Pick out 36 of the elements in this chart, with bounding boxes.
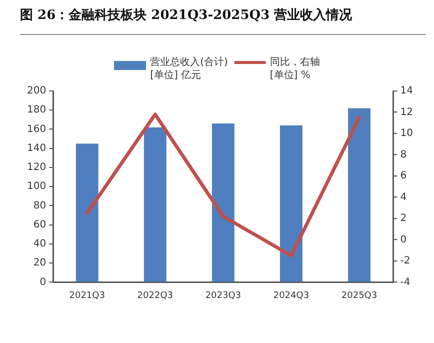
- bar: [280, 125, 302, 282]
- y-tick-label: 80: [33, 200, 46, 212]
- legend-label: 同比，右轴: [270, 56, 320, 69]
- x-tick-label: 2022Q3: [137, 290, 174, 301]
- y2-tick-label: 2: [400, 213, 407, 224]
- x-tick-label: 2021Q3: [69, 290, 105, 301]
- bar: [76, 144, 98, 282]
- y2-tick-label: 14: [400, 86, 414, 97]
- y2-tick-label: 12: [400, 106, 414, 118]
- y-tick-label: 40: [33, 238, 46, 250]
- y-tick-label: 20: [33, 258, 46, 269]
- y2-tick-label: 0: [400, 234, 407, 246]
- y-tick-label: 160: [26, 124, 46, 135]
- y2-tick-label: 6: [400, 170, 407, 182]
- y-tick-label: 180: [26, 104, 46, 116]
- bar: [348, 108, 370, 282]
- y-tick-label: 60: [33, 219, 46, 230]
- legend-label: 营业总收入(合计): [150, 56, 228, 69]
- y2-tick-label: 4: [400, 192, 407, 203]
- y-tick-label: 0: [40, 276, 46, 288]
- y-tick-label: 140: [26, 142, 46, 154]
- x-tick-label: 2023Q3: [205, 290, 242, 301]
- bar: [212, 124, 234, 282]
- y-tick-label: 100: [26, 181, 46, 192]
- y2-tick-label: 10: [400, 128, 414, 140]
- y-tick-label: 120: [26, 162, 46, 174]
- x-tick-label: 2025Q3: [341, 290, 378, 301]
- bar: [144, 127, 166, 282]
- y-axis-title: [单位] 亿元: [150, 69, 202, 82]
- y2-tick-label: 8: [400, 149, 407, 160]
- y2-axis-title: [单位] %: [270, 69, 312, 82]
- chart-title: 图 26：金融科技板块 2021Q3-2025Q3 营业收入情况: [20, 6, 352, 24]
- y2-tick-label: -2: [400, 256, 410, 267]
- y2-tick-label: -4: [400, 276, 410, 288]
- x-tick-label: 2024Q3: [273, 290, 310, 301]
- y-tick-label: 200: [26, 86, 46, 97]
